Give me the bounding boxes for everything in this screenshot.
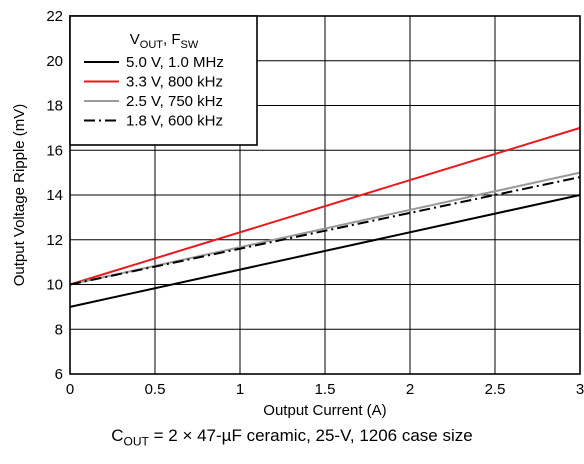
ripple-chart: 0 0.5 1 1.5 2 2.5 3 6 8 10 12 14 16 18 20 22 VOUT, FSW 5… [11,8,584,419]
legend-label-2: 2.5 V, 750 kHz [126,93,223,110]
series-lines [69,126,581,308]
y-axis-label: Output Voltage Ripple (mV) [11,104,28,287]
series-line-0 [69,194,581,308]
y-tick-label: 14 [46,187,63,204]
legend-label-3: 1.8 V, 600 kHz [126,113,223,130]
x-tick-label: 2 [406,381,414,398]
x-tick-label: 0 [66,381,74,398]
x-tick-label: 1.5 [315,381,336,398]
x-tick-label: 2.5 [485,381,506,398]
y-tick-label: 6 [55,366,63,383]
plot-area-frame [69,15,581,375]
chart-caption: COUT = 2 × 47-µF ceramic, 25-V, 1206 cas… [0,426,584,448]
legend-title: VOUT, FSW [130,31,199,51]
legend-label-1: 3.3 V, 800 kHz [126,74,223,91]
y-tick-label: 10 [46,277,63,294]
caption-c: C [111,426,124,445]
series-line-3 [69,176,581,286]
legend-label-0: 5.0 V, 1.0 MHz [126,54,224,71]
series-line-1 [69,126,581,286]
y-tick-label: 8 [55,321,63,338]
y-tick-label: 18 [46,98,63,115]
x-tick-label: 3 [576,381,584,398]
x-tick-label: 1 [236,381,244,398]
x-tick-label: 0.5 [145,381,166,398]
y-tick-label: 20 [46,53,63,70]
legend: VOUT, FSW 5.0 V, 1.0 MHz 3.3 V, 800 kHz 2.5… [69,15,258,146]
x-axis-label: Output Current (A) [263,402,386,419]
y-tick-label: 16 [46,142,63,159]
axis-ticks: 0 0.5 1 1.5 2 2.5 3 6 8 10 12 14 16 18 20 22 [46,8,584,398]
y-tick-label: 22 [46,8,63,25]
caption-subscript: OUT [123,434,149,449]
y-tick-label: 12 [46,232,63,249]
caption-text: = 2 × 47-µF ceramic, 25-V, 1206 case siz… [148,426,473,445]
